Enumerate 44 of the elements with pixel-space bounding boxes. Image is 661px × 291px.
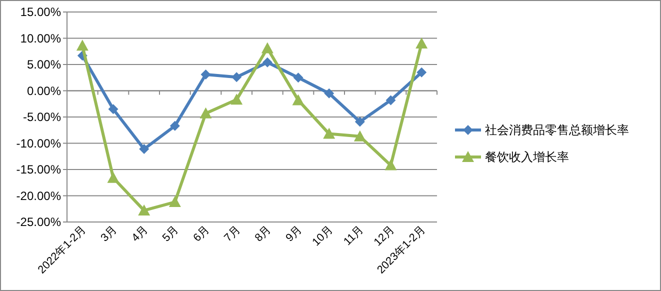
point: [170, 120, 180, 131]
point: [292, 94, 304, 106]
point: [354, 116, 365, 127]
point: [324, 88, 334, 98]
point: [139, 144, 150, 154]
point: [416, 38, 428, 48]
point: [108, 104, 118, 114]
point: [107, 172, 120, 183]
point: [76, 40, 88, 51]
x-tick-label: 10月: [310, 224, 336, 249]
point: [416, 67, 427, 78]
x-tick-label: 7月: [222, 224, 243, 244]
y-tick-label: -15.00%: [16, 162, 62, 176]
y-tick-label: 15.00%: [20, 5, 62, 19]
point: [293, 72, 304, 83]
y-tick-label: -20.00%: [16, 188, 62, 203]
point: [232, 72, 242, 82]
point: [261, 42, 274, 54]
y-tick-label: 0.00%: [26, 84, 62, 98]
x-tick-label: 4月: [130, 224, 150, 244]
x-tick-label: 8月: [252, 224, 274, 244]
y-tick-label: -5.00%: [22, 110, 62, 124]
x-tick-label: 6月: [191, 224, 212, 244]
point: [168, 196, 181, 208]
x-tick-label: 3月: [98, 224, 120, 244]
y-tick-label: -10.00%: [16, 136, 62, 150]
point: [384, 159, 397, 170]
legend-label: 社会消费品零售总额增长率: [485, 123, 629, 137]
y-tick-label: 10.00%: [20, 31, 62, 46]
point: [230, 94, 243, 105]
y-tick-label: -25.00%: [16, 215, 62, 229]
point: [386, 95, 396, 106]
y-tick-label: 5.00%: [26, 58, 62, 72]
point: [138, 204, 150, 216]
x-tick-label: 11月: [342, 224, 366, 248]
point: [200, 69, 211, 80]
point: [262, 57, 272, 68]
point: [323, 128, 336, 139]
point: [354, 130, 366, 142]
point: [200, 107, 212, 118]
x-tick-label: 9月: [284, 224, 304, 244]
legend-label: 餐饮收入增长率: [485, 150, 569, 164]
x-tick-label: 5月: [160, 224, 182, 244]
x-tick-label: 12月: [372, 224, 397, 249]
